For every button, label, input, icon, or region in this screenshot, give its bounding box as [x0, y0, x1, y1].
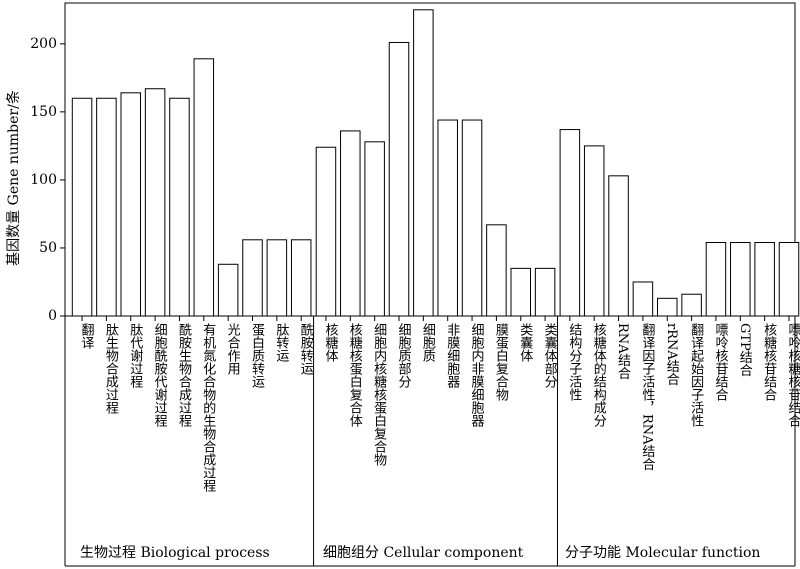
bar	[340, 130, 361, 317]
category-label: rRNA结合	[664, 323, 680, 386]
bar	[120, 92, 141, 317]
bar	[144, 88, 166, 317]
category-label: 嘌呤核糖核苷结合	[786, 323, 800, 427]
category-label: 蛋白质转运	[249, 323, 265, 389]
y-tick-label: 200	[30, 36, 57, 52]
category-label: 肽生物合成过程	[103, 323, 119, 415]
category-label: 膜蛋白复合物	[493, 323, 509, 402]
bar	[608, 175, 629, 317]
bar	[583, 145, 605, 317]
group-label: 细胞组分 Cellular component	[323, 545, 524, 561]
category-label: 嘌呤核苷结合	[712, 323, 728, 401]
category-label: 细胞内核糖核蛋白复合物	[371, 323, 387, 467]
category-label: 酰胺转运	[298, 323, 314, 376]
category-label: 翻译	[79, 323, 95, 350]
bar	[71, 97, 93, 317]
y-tick-label: 150	[30, 104, 57, 120]
bar	[96, 97, 117, 317]
bar	[461, 119, 483, 317]
category-label: 核糖核苷结合	[761, 323, 777, 401]
bar	[242, 239, 263, 317]
category-label: 翻译因子活性，RNA结合	[639, 323, 655, 471]
category-label: 肽代谢过程	[127, 323, 143, 389]
bar	[290, 239, 312, 317]
bar	[510, 267, 531, 317]
y-axis-label: 基因数量 Gene number/条	[5, 90, 22, 266]
bar	[534, 267, 556, 317]
bar	[266, 239, 288, 317]
category-label: 细胞内非膜细胞器	[469, 323, 485, 428]
y-tick-label: 50	[39, 240, 57, 256]
category-label: 核糖体	[322, 323, 338, 362]
bar	[754, 242, 775, 317]
category-label: GTP结合	[737, 323, 753, 377]
category-label: 细胞质	[420, 323, 436, 362]
bar	[657, 297, 678, 317]
y-tick-label: 0	[48, 308, 57, 324]
category-label: 细胞质部分	[396, 323, 412, 389]
y-axis-ticks: 0 50 100 150 200	[30, 36, 65, 324]
category-label: 细胞酰胺代谢过程	[152, 323, 168, 428]
category-label: 翻译起始因子活性	[688, 323, 704, 427]
bar	[559, 129, 581, 317]
bar	[681, 293, 702, 317]
category-label: 非膜细胞器	[444, 323, 460, 389]
category-label: 结构分子活性	[566, 323, 582, 401]
bar	[413, 9, 434, 317]
bar	[388, 41, 410, 317]
category-label: 类囊体部分	[542, 323, 558, 389]
group-label: 生物过程 Biological process	[80, 545, 270, 561]
category-label: RNA结合	[615, 323, 631, 380]
bars	[71, 9, 800, 317]
group-label: 分子功能 Molecular function	[565, 545, 760, 561]
bar	[217, 263, 239, 317]
category-label: 核糖核蛋白复合体	[347, 323, 363, 427]
category-label: 有机氮化合物的生物合成过程	[200, 323, 216, 493]
group-labels: 生物过程 Biological process 细胞组分 Cellular com…	[80, 545, 760, 561]
category-label: 核糖体的结构成分	[591, 323, 607, 428]
bar	[632, 281, 654, 317]
category-label: 肽转运	[273, 323, 289, 363]
bar	[169, 97, 190, 317]
bar	[437, 119, 458, 317]
category-label: 酰胺生物合成过程	[176, 323, 192, 428]
category-labels: 翻译 肽生物合成过程 肽代谢过程 细胞酰胺代谢过程 酰胺生物合成过程 有机氮化合物的生物合…	[79, 316, 800, 493]
bar	[730, 242, 751, 317]
bar	[486, 224, 507, 317]
category-label: 类囊体	[517, 323, 533, 362]
y-tick-label: 100	[30, 172, 57, 188]
bar	[193, 58, 215, 317]
bar	[778, 242, 800, 317]
category-label: 光合作用	[225, 323, 241, 376]
bar	[315, 146, 337, 317]
bar	[364, 141, 385, 317]
bar	[705, 242, 727, 317]
